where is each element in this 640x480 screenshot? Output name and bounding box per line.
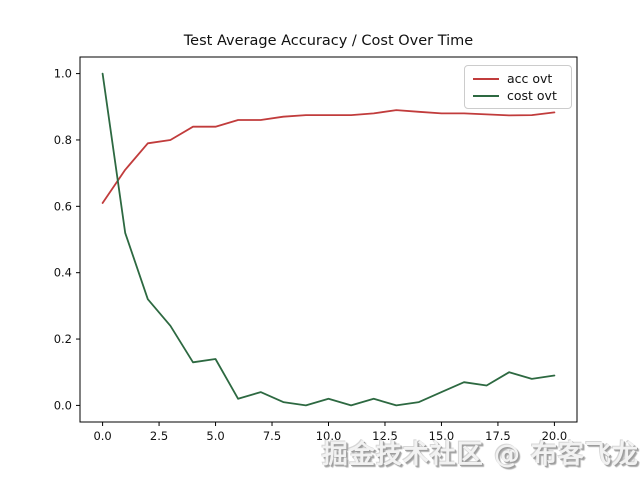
legend-entry-cost: cost ovt (473, 87, 563, 104)
axes-frame (79, 56, 578, 423)
y-tick-label: 0.6 (54, 199, 72, 213)
y-tick-label: 0.4 (54, 266, 72, 280)
x-tick-label: 20.0 (542, 429, 568, 443)
x-tick-label: 17.5 (485, 429, 511, 443)
chart-title: Test Average Accuracy / Cost Over Time (183, 33, 474, 49)
legend-label-acc: acc ovt (507, 71, 553, 86)
legend-box: acc ovt cost ovt (464, 65, 572, 109)
acc-ovt-line (101, 109, 556, 204)
legend-entry-acc: acc ovt (473, 70, 563, 87)
x-tick-label: 2.5 (150, 429, 168, 443)
legend-label-cost: cost ovt (507, 88, 557, 103)
x-tick-label: 12.5 (372, 429, 398, 443)
x-tick-label: 5.0 (206, 429, 224, 443)
x-tick-label: 0.0 (93, 429, 111, 443)
x-tick-label: 15.0 (429, 429, 455, 443)
y-tick-label: 0.2 (54, 332, 72, 346)
cost-line-swatch (473, 94, 499, 97)
acc-line-swatch (473, 77, 499, 80)
x-tick-label: 10.0 (316, 429, 342, 443)
y-tick-label: 1.0 (54, 67, 72, 81)
cost-ovt-line (101, 72, 556, 407)
y-tick-label: 0.0 (54, 398, 72, 412)
y-tick-label: 0.8 (54, 133, 72, 147)
x-tick-label: 7.5 (263, 429, 281, 443)
